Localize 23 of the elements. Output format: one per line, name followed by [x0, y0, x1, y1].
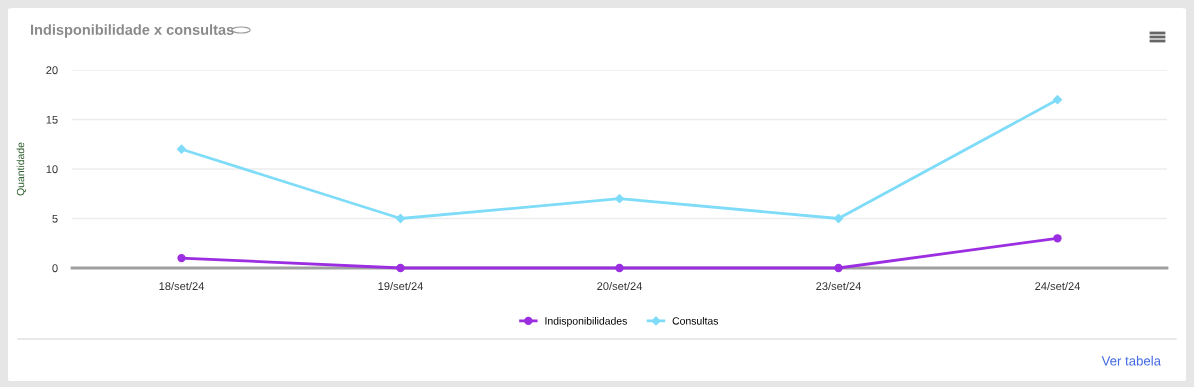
x-tick-label: 19/set/24	[378, 281, 424, 291]
point	[1053, 234, 1062, 243]
y-tick-label: 15	[46, 115, 58, 124]
legend-label: Consultas	[672, 316, 719, 325]
point	[177, 253, 186, 263]
x-tick-label: 18/set/24	[159, 281, 205, 291]
point	[615, 263, 624, 273]
chart-title: Indisponibilidade x consultas	[30, 24, 234, 38]
y-tick-label: 10	[46, 165, 58, 174]
point	[176, 144, 187, 154]
y-axis-title: Quantidade	[16, 142, 27, 196]
y-tick-label: 0	[52, 264, 58, 273]
y-tick-label: 20	[46, 66, 58, 75]
x-tick-label: 20/set/24	[597, 281, 643, 291]
text: Ver tabela	[1101, 355, 1161, 366]
point	[614, 194, 625, 204]
point	[396, 263, 405, 273]
x-tick-label: 23/set/24	[816, 281, 862, 291]
x-tick-label: 24/set/24	[1035, 281, 1081, 291]
point	[1052, 95, 1063, 105]
point	[834, 263, 843, 273]
legend-label: Indisponibilidades	[545, 316, 627, 327]
y-tick-label: 5	[52, 214, 58, 223]
